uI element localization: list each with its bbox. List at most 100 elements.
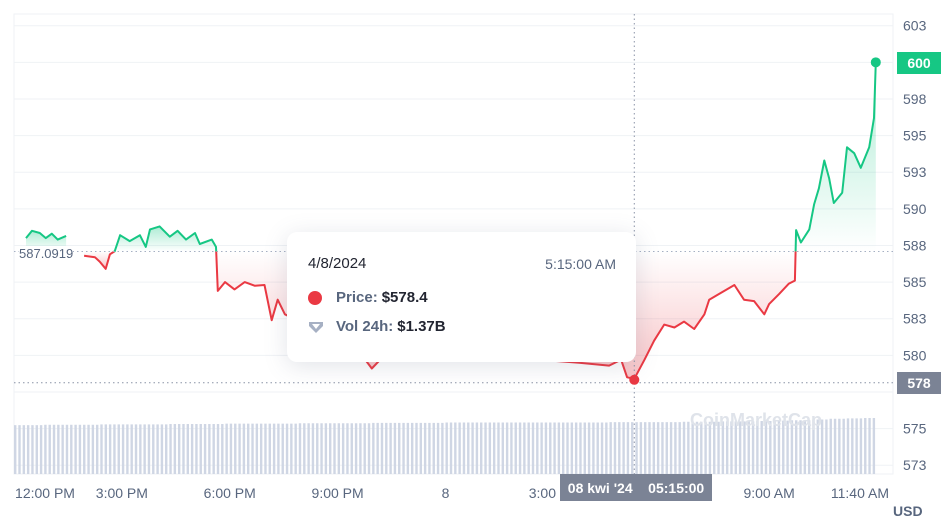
volume-bar [91, 424, 95, 474]
x-tick-label: 3:00 PM [96, 485, 148, 501]
volume-icon [309, 321, 323, 333]
volume-bar [743, 421, 746, 474]
volume-bar [803, 420, 807, 474]
volume-bar [842, 418, 845, 474]
tooltip-time: 5:15:00 AM [545, 256, 616, 272]
volume-bar [721, 421, 725, 474]
volume-bar [333, 423, 336, 474]
volume-bar [70, 424, 73, 474]
volume-bar [203, 424, 207, 474]
volume-bar [134, 424, 138, 474]
y-tick-label: 580 [903, 347, 927, 363]
x-tick-label: 8 [442, 485, 450, 501]
volume-bar [570, 422, 574, 474]
volume-bar [65, 424, 69, 474]
tooltip-price-row: Price: $578.4 [308, 289, 428, 306]
volume-bar [242, 423, 246, 474]
volume-bar [341, 423, 345, 474]
volume-bar [631, 422, 634, 474]
volume-bar [182, 424, 185, 474]
volume-bar [760, 421, 763, 474]
volume-bar [618, 422, 621, 474]
volume-bar [467, 422, 470, 474]
volume-bar [514, 422, 517, 474]
volume-bar [247, 423, 250, 474]
volume-bar [510, 422, 513, 474]
volume-bar [777, 420, 781, 474]
volume-bar [544, 422, 548, 474]
volume-bar [39, 425, 43, 474]
volume-bar [708, 421, 712, 474]
volume-bar [44, 424, 47, 474]
volume-bar [147, 424, 151, 474]
price-line-down [215, 251, 797, 380]
volume-bar [117, 424, 120, 474]
volume-bar [846, 418, 850, 474]
volume-bar [475, 422, 479, 474]
y-tick-label: 573 [903, 457, 927, 473]
volume-bar [229, 423, 233, 474]
volume-bar [592, 422, 595, 474]
y-tick-label: 593 [903, 164, 927, 180]
volume-bar [385, 422, 388, 474]
volume-bar [143, 424, 146, 474]
volume-bar [648, 422, 651, 474]
volume-bar [87, 424, 90, 474]
volume-bar [350, 423, 353, 474]
volume-bar [78, 424, 82, 474]
volume-bar [169, 424, 172, 474]
volume-bar [402, 422, 405, 474]
volume-bar [126, 424, 129, 474]
price-dot-icon [308, 290, 322, 305]
volume-bar [540, 422, 543, 474]
volume-bar [419, 422, 423, 474]
volume-bar [251, 423, 254, 474]
volume-bar [820, 419, 824, 474]
volume-bar [177, 424, 181, 474]
x-tick-label: 12:00 PM [15, 485, 75, 501]
volume-bar [83, 424, 86, 474]
volume-bar [661, 422, 664, 474]
volume-bar [501, 422, 504, 474]
volume-bar [574, 422, 578, 474]
volume-bar [738, 421, 742, 474]
x-tick-label: 9:00 AM [743, 485, 794, 501]
volume-bar [769, 421, 772, 474]
x-tick-label: 9:00 PM [312, 485, 364, 501]
volume-bar [518, 422, 522, 474]
volume-bar [523, 422, 526, 474]
current-price-badge: 600 [897, 52, 941, 74]
volume-bar [441, 422, 444, 474]
volume-bar [74, 424, 77, 474]
volume-bar [725, 421, 729, 474]
volume-bar [462, 422, 466, 474]
volume-bar [277, 423, 280, 474]
volume-bar [691, 421, 694, 474]
volume-bar [829, 418, 832, 474]
tooltip-date: 4/8/2024 [308, 255, 367, 272]
volume-bar [713, 421, 716, 474]
volume-bar [669, 422, 673, 474]
volume-bar [423, 422, 427, 474]
volume-bar [583, 422, 586, 474]
y-tick-label: 603 [903, 18, 927, 34]
volume-bar [195, 424, 198, 474]
volume-bar [165, 424, 168, 474]
volume-bar [566, 422, 569, 474]
volume-bar [449, 422, 453, 474]
volume-bar [199, 424, 202, 474]
volume-bar [328, 423, 332, 474]
volume-bar [639, 422, 643, 474]
volume-bar [613, 422, 617, 474]
volume-bar [480, 422, 483, 474]
volume-bar [553, 422, 556, 474]
volume-bar [190, 424, 194, 474]
volume-bar [596, 422, 599, 474]
volume-bar [268, 423, 271, 474]
y-tick-label: 583 [903, 311, 927, 327]
crosshair-time: 05:15:00 [648, 479, 705, 496]
volume-bar [622, 422, 625, 474]
volume-bar [687, 421, 690, 474]
volume-bar [61, 424, 64, 474]
